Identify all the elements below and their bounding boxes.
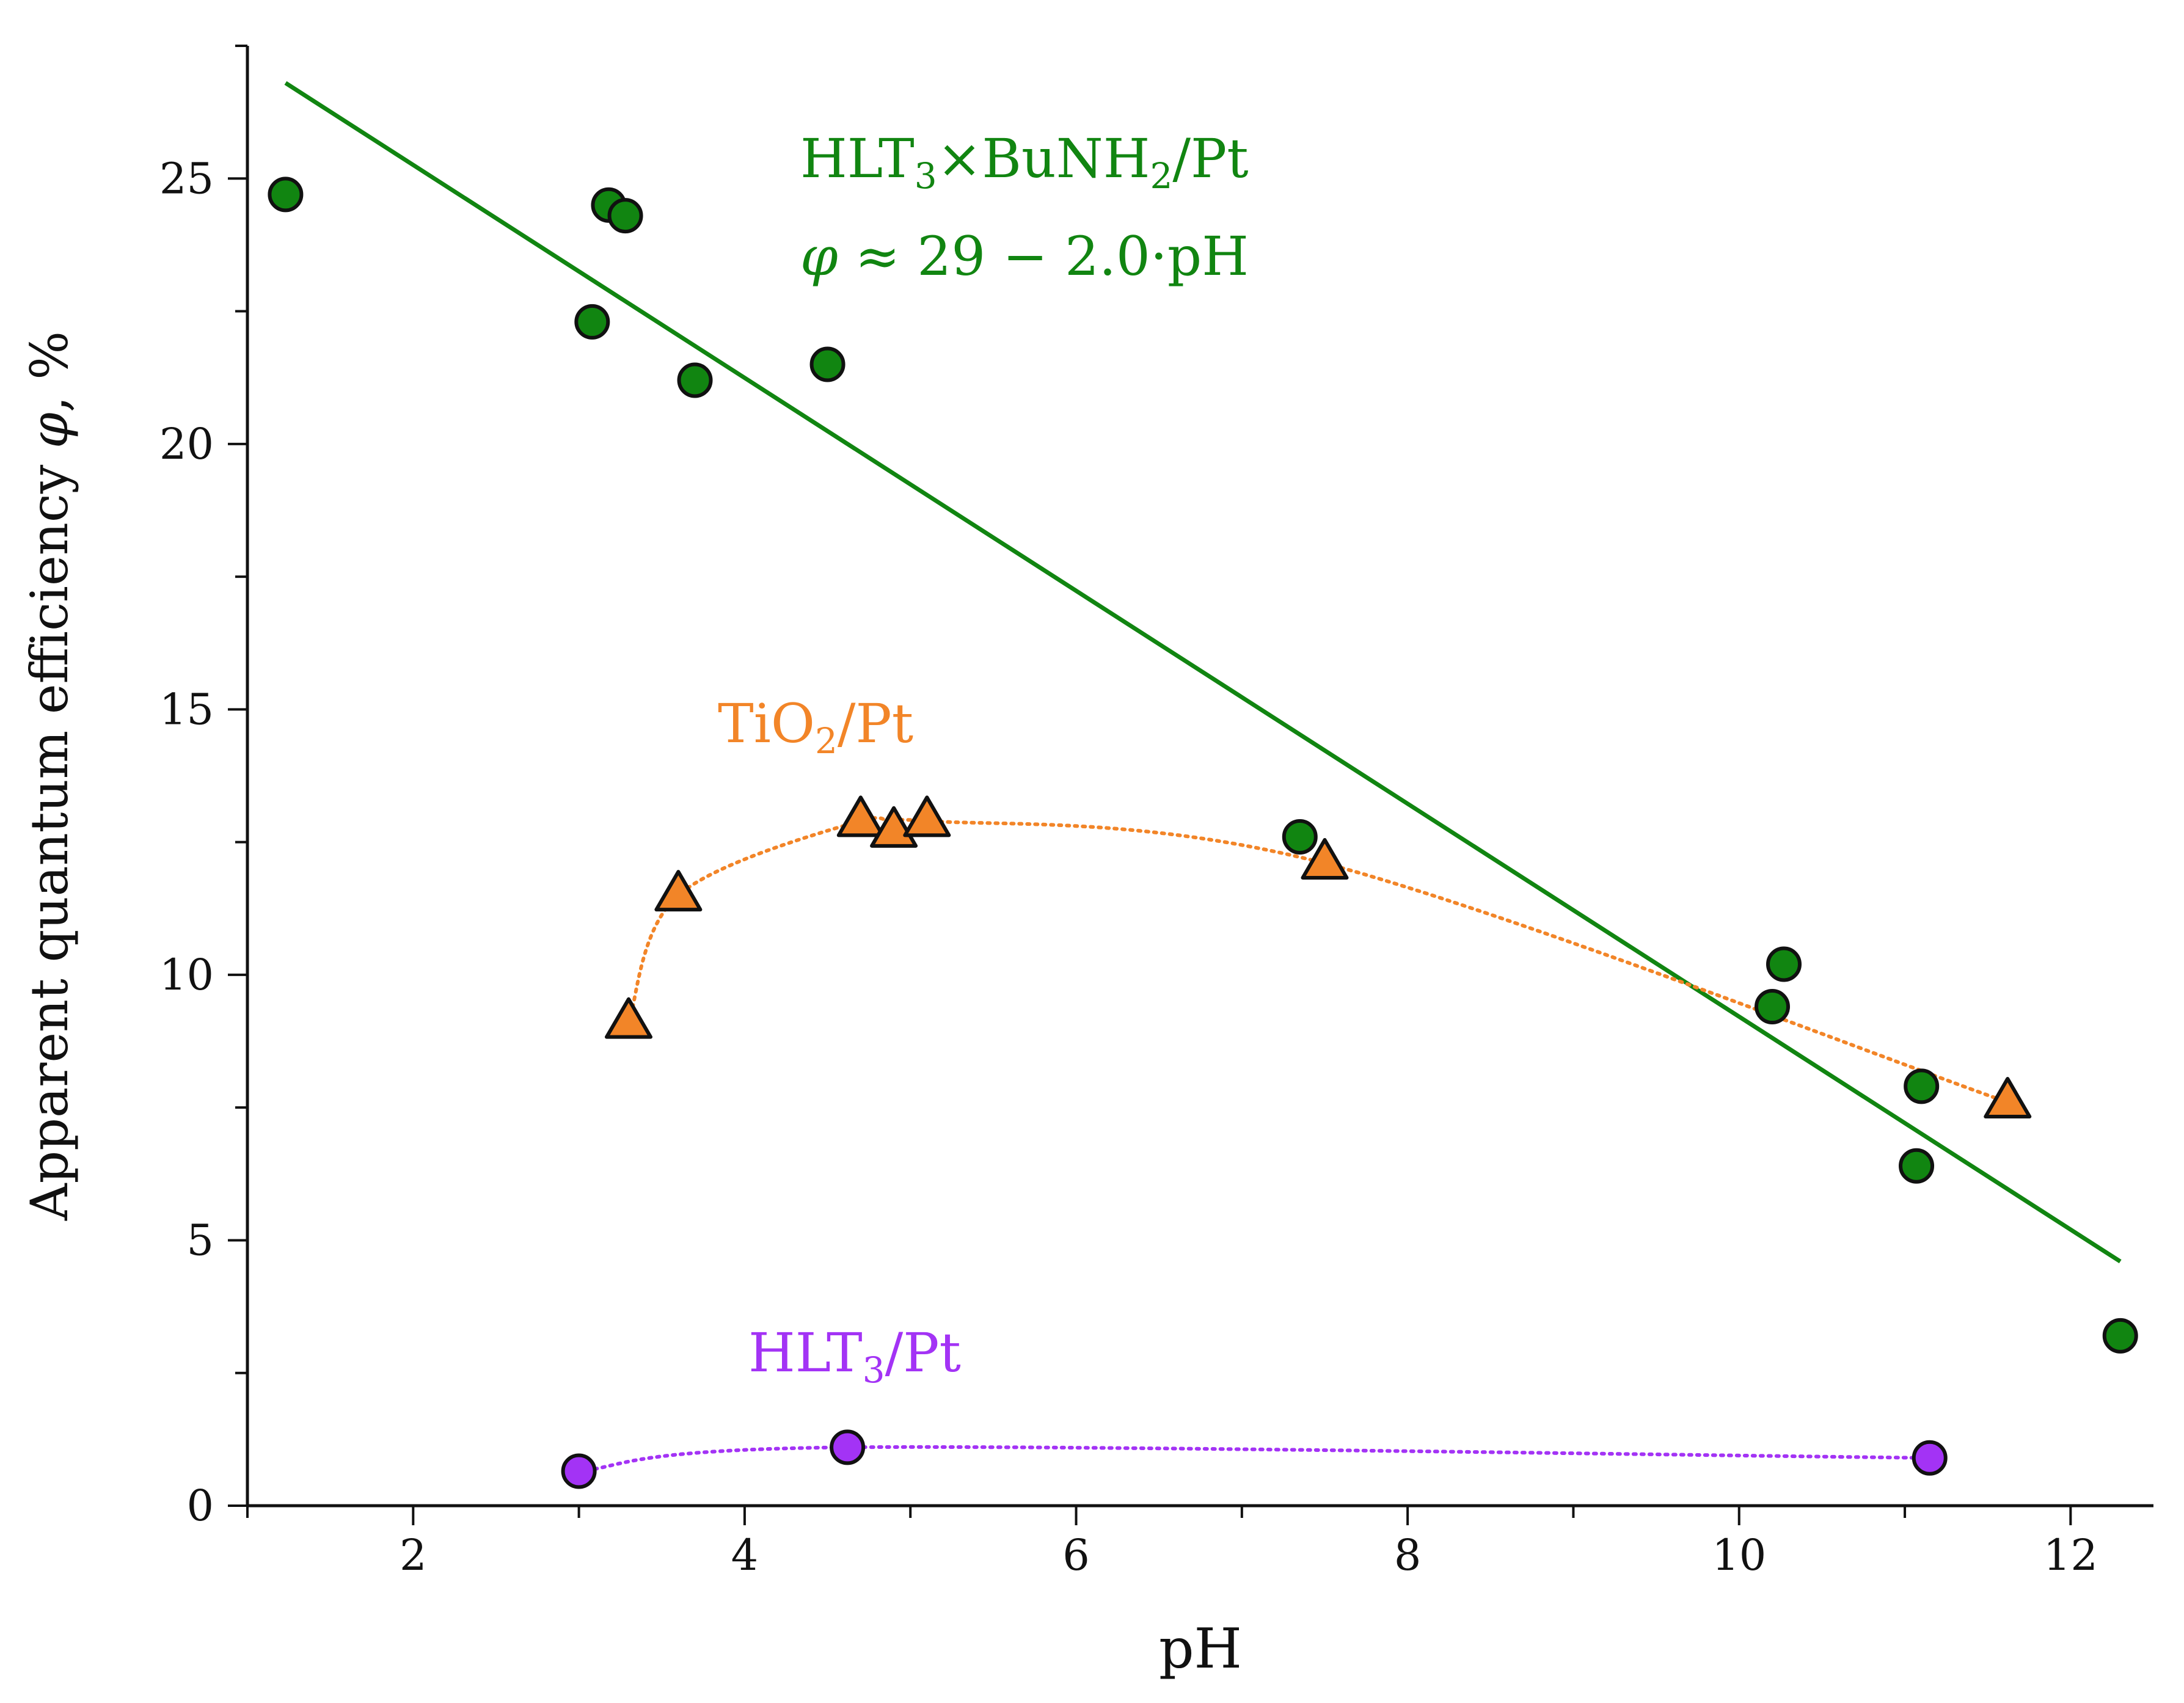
x-tick-label: 4 (731, 1530, 759, 1580)
data-point-circle (561, 1453, 597, 1489)
x-tick-label: 8 (1394, 1530, 1422, 1580)
y-tick-label: 25 (159, 153, 214, 203)
data-point-circle (1899, 1148, 1935, 1184)
y-tick-label: 15 (159, 684, 214, 734)
x-tick-label: 12 (2043, 1530, 2098, 1580)
x-tick-label: 10 (1712, 1530, 1766, 1580)
data-point-circle (1282, 819, 1318, 855)
y-tick-label: 0 (186, 1481, 214, 1531)
data-point-circle (607, 198, 643, 234)
fit-line-group (284, 81, 2122, 1264)
y-tick-label: 20 (159, 419, 214, 469)
axes: 2 4 6 8 10 12 0 5 10 15 20 25 pH Apparent quantum eff… (20, 45, 2153, 1681)
data-point-triangle (1301, 837, 1349, 880)
data-point-triangle (1984, 1077, 2032, 1119)
fit-equation: φ ≈ 29 − 2.0·pH (800, 225, 1249, 288)
data-point-circle (2102, 1318, 2138, 1354)
data-point-triangle (903, 795, 951, 837)
data-point-triangle (836, 795, 885, 837)
data-markers (268, 177, 2138, 1489)
data-point-circle (809, 346, 845, 382)
data-point-circle (677, 362, 713, 398)
data-point-circle (830, 1429, 866, 1465)
data-point-circle (1912, 1440, 1948, 1476)
data-point-circle (1904, 1068, 1940, 1104)
y-tick-label: 5 (186, 1215, 214, 1265)
y-axis-label: Apparent quantum efficiency φ, % (20, 331, 79, 1221)
connector-line (577, 1445, 1932, 1473)
x-tick-label: 6 (1062, 1530, 1090, 1580)
fit-line (284, 81, 2122, 1264)
series-label-tio2: TiO2/Pt (718, 692, 913, 762)
y-tick-label: 10 (159, 950, 214, 1000)
series-label-hlt3-bunh2: HLT3×BuNH2/Pt (800, 127, 1249, 197)
data-point-triangle (605, 997, 652, 1039)
series-label-hlt3: HLT3/Pt (748, 1321, 961, 1391)
data-point-circle (1755, 989, 1790, 1025)
connector-line (627, 816, 2010, 1104)
data-point-circle (1766, 946, 1802, 982)
data-point-circle (268, 177, 304, 213)
x-tick-label: 2 (400, 1530, 427, 1580)
data-point-circle (574, 304, 610, 340)
connector-lines (577, 816, 2010, 1473)
data-point-triangle (654, 870, 703, 912)
series-labels: HLT3×BuNH2/Pt TiO2/Pt HLT3/Pt φ ≈ 29 − 2.0·… (718, 127, 1249, 1391)
x-axis-label: pH (1159, 1617, 1242, 1681)
